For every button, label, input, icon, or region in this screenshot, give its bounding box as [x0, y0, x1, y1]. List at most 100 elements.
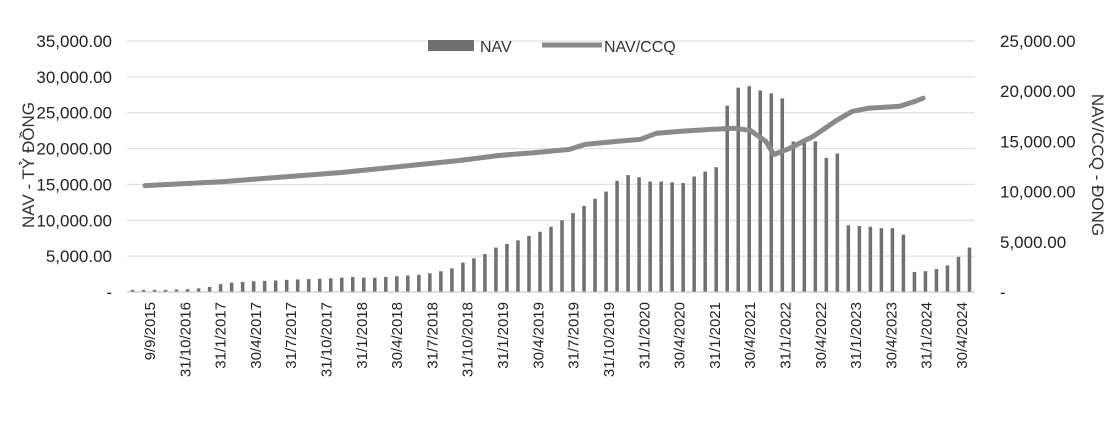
nav-bar	[593, 198, 597, 292]
y-axis-label-left: NAV - TỶ ĐỒNG	[19, 102, 38, 228]
legend: NAV NAV/CCQ	[428, 39, 676, 56]
legend-line-label: NAV/CCQ	[604, 39, 676, 56]
x-tick-label: 30/4/2023	[883, 302, 900, 369]
nav-bar	[945, 265, 950, 292]
y-tick-label-right: -	[1000, 283, 1006, 302]
nav-bar	[328, 278, 333, 292]
nav-bar	[284, 279, 289, 292]
nav-bar	[670, 182, 674, 292]
nav-bar	[802, 142, 807, 292]
nav-bar	[857, 226, 862, 292]
nav-bar	[185, 289, 190, 292]
grid-layer	[127, 40, 975, 257]
x-tick-label: 31/1/2023	[848, 302, 865, 369]
y-tick-label-left: 5,000.00	[46, 247, 112, 266]
x-tick-label: 30/4/2024	[954, 302, 971, 369]
x-tick-label: 31/7/2019	[566, 302, 583, 369]
y-tick-label-left: 30,000.00	[36, 68, 112, 87]
y-axis-label-right: NAV/CCQ - ĐỒNG	[1088, 94, 1104, 236]
nav-bar	[240, 281, 245, 292]
x-tick-label: 30/4/2021	[742, 302, 759, 369]
nav-bar	[879, 228, 884, 292]
nav-bar	[615, 180, 619, 292]
nav-bar	[791, 141, 796, 292]
nav-bar	[780, 98, 785, 292]
nav-bar	[912, 271, 917, 292]
y-tick-label-left: -	[106, 283, 112, 302]
axis-layer: - 5,000.00 10,000.00 15,000.00 20,000.00 25,0…	[36, 32, 1075, 377]
nav-bar	[229, 282, 234, 292]
nav-bar	[692, 176, 696, 292]
y-tick-label-left: 20,000.00	[36, 140, 112, 159]
nav-bar	[483, 253, 487, 292]
x-tick-label: 30/4/2020	[672, 302, 689, 369]
x-tick-label: 30/4/2019	[530, 302, 547, 369]
x-tick-label: 31/7/2018	[424, 302, 441, 369]
legend-bar-swatch	[428, 40, 474, 51]
nav-bar	[626, 175, 630, 292]
nav-bar	[824, 157, 829, 292]
x-tick-label: 31/1/2021	[707, 302, 724, 369]
y-tick-label-right: 15,000.00	[1000, 132, 1076, 151]
y-tick-label-right: 25,000.00	[1000, 32, 1076, 51]
nav-bar	[659, 181, 663, 292]
nav-bar	[262, 280, 267, 292]
nav-bar	[152, 289, 157, 292]
x-tick-label: 31/1/2019	[495, 302, 512, 369]
nav-bar	[251, 281, 256, 292]
y-tick-label-right: 20,000.00	[1000, 82, 1076, 101]
nav-bar	[207, 286, 212, 292]
nav-bar	[681, 182, 685, 292]
nav-bar	[714, 167, 718, 292]
nav-bar	[306, 279, 311, 292]
nav-bar	[582, 205, 586, 292]
x-tick-label: 9/9/2015	[142, 302, 159, 360]
nav-bar	[813, 141, 818, 292]
nav-bar	[846, 225, 851, 292]
nav-bar	[450, 268, 454, 292]
nav-bar	[373, 277, 377, 292]
nav-bar	[560, 220, 564, 292]
nav-bar	[295, 279, 300, 292]
y-tick-label-left: 10,000.00	[36, 211, 112, 230]
x-tick-label: 31/10/2017	[319, 302, 336, 377]
x-tick-label: 31/1/2017	[213, 302, 230, 369]
x-tick-label: 31/10/2019	[601, 302, 618, 377]
nav-bar	[505, 243, 509, 292]
nav-bar	[163, 289, 168, 292]
nav-bar	[273, 280, 278, 292]
legend-bar-label: NAV	[480, 39, 512, 56]
nav-bar	[967, 247, 972, 292]
nav-bar	[439, 271, 443, 292]
nav-bar	[901, 234, 906, 292]
y-tick-label-right: 10,000.00	[1000, 183, 1076, 202]
nav-bar	[538, 231, 542, 292]
nav-bar	[417, 274, 421, 292]
nav-bar	[571, 213, 575, 292]
nav-bar	[868, 226, 873, 292]
x-tick-label: 30/4/2017	[248, 302, 265, 369]
nav-bar	[472, 258, 476, 292]
x-tick-label: 31/1/2024	[919, 302, 936, 369]
nav-bar	[174, 289, 179, 292]
nav-ccq-line	[142, 95, 926, 189]
nav-bar	[141, 289, 146, 292]
nav-bar	[604, 191, 608, 292]
nav-bar	[725, 105, 729, 293]
x-tick-label: 31/1/2018	[354, 302, 371, 369]
nav-bar	[549, 226, 553, 292]
nav-bar	[406, 275, 410, 292]
nav-bar	[384, 276, 388, 292]
nav-bar	[362, 277, 366, 292]
nav-bar	[835, 153, 840, 292]
nav-bar	[736, 87, 740, 292]
nav-bar	[428, 273, 432, 292]
nav-bar	[890, 228, 895, 292]
nav-bar	[395, 276, 399, 292]
nav-bar	[130, 289, 135, 292]
nav-bar	[461, 262, 465, 292]
bars-layer	[130, 86, 972, 293]
nav-bar	[956, 256, 961, 292]
nav-bar	[317, 278, 322, 292]
